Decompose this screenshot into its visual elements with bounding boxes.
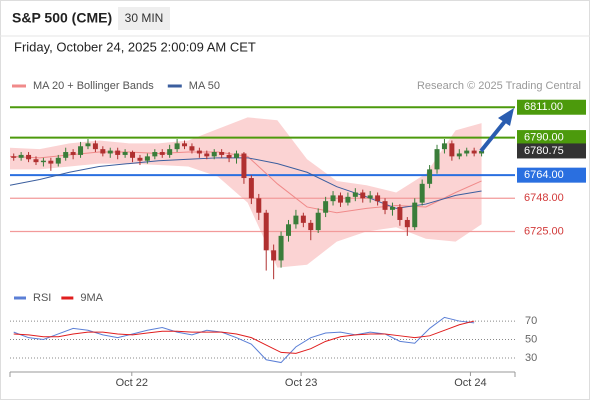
candle-body — [285, 224, 291, 236]
interval: 30 MIN — [125, 11, 164, 25]
candle-body — [382, 201, 388, 210]
last-price: 6780.75 — [524, 145, 564, 157]
candle-body — [115, 150, 121, 155]
y-tick-label: 50 — [525, 333, 537, 345]
candle-body — [63, 152, 69, 158]
candle-body — [300, 215, 306, 223]
series-line — [13, 316, 475, 364]
interval-box — [118, 7, 170, 30]
level-label: 6725.00 — [524, 225, 564, 237]
candle-body — [293, 215, 299, 225]
candle-body — [219, 152, 225, 155]
level-label: 6811.00 — [524, 101, 563, 113]
candle-body — [196, 150, 202, 154]
candle-body — [278, 235, 284, 261]
level-tag — [517, 130, 586, 146]
candle-body — [241, 153, 247, 179]
candle-body — [345, 196, 351, 203]
candle-body — [33, 159, 39, 163]
candle-body — [144, 156, 150, 161]
candle-body — [271, 250, 277, 261]
forecast-arrow — [479, 118, 508, 153]
forecast-arrowhead — [498, 108, 514, 126]
candle-body — [40, 160, 46, 163]
candle-body — [315, 212, 321, 231]
x-tick-label: Oct 24 — [454, 377, 486, 389]
indicator-line — [9, 151, 482, 214]
series-line — [13, 320, 475, 354]
candle-body — [174, 143, 180, 150]
level-label: 6748.00 — [524, 192, 564, 204]
candle-body — [234, 153, 240, 158]
candle-body — [122, 152, 128, 155]
candle-body — [92, 143, 98, 150]
candle-body — [167, 149, 173, 155]
candle-body — [479, 150, 485, 154]
legend-label: MA 50 — [189, 80, 220, 92]
candle-body — [352, 192, 358, 197]
y-tick-label: 30 — [525, 352, 537, 364]
candle-body — [471, 150, 477, 154]
candle-body — [130, 152, 136, 158]
candle-body — [159, 152, 165, 155]
candle-body — [107, 150, 113, 154]
candle-body — [78, 146, 84, 155]
y-tick-label: 70 — [525, 315, 537, 327]
candle-body — [367, 195, 373, 199]
legend-label: MA 20 + Bollinger Bands — [33, 80, 154, 92]
candle-body — [397, 206, 403, 220]
candle-body — [226, 154, 232, 158]
candle-body — [427, 169, 433, 184]
candle-body — [337, 195, 343, 203]
candle-body — [11, 156, 17, 158]
level-tag — [517, 99, 586, 115]
candle-body — [55, 157, 61, 164]
candle-body — [404, 219, 410, 228]
candle-body — [211, 152, 217, 157]
candle-body — [256, 198, 262, 213]
legend-label: 9MA — [80, 292, 103, 304]
candle-body — [152, 152, 158, 157]
candle-body — [412, 202, 418, 228]
candle-body — [85, 143, 91, 147]
title: S&P 500 (CME) — [12, 10, 112, 26]
candle-body — [263, 212, 269, 251]
candle-body — [375, 195, 381, 202]
candle-body — [137, 157, 143, 161]
last-price-tag — [517, 143, 586, 159]
candle-body — [434, 149, 440, 170]
candle-body — [18, 154, 24, 158]
credit: Research © 2025 Trading Central — [417, 80, 581, 92]
candle-body — [360, 192, 366, 199]
level-label: 6764.00 — [524, 169, 564, 181]
level-tag — [517, 167, 586, 183]
candle-body — [419, 183, 425, 203]
candle-body — [330, 195, 336, 202]
candle-body — [26, 154, 32, 160]
candle-body — [323, 201, 329, 213]
x-tick-label: Oct 22 — [116, 377, 148, 389]
candle-body — [189, 146, 195, 151]
candle-body — [456, 153, 462, 157]
candle-body — [70, 152, 76, 155]
candle-body — [464, 150, 470, 154]
candle-body — [308, 222, 314, 231]
candle-body — [389, 206, 395, 210]
candle-body — [204, 153, 210, 157]
level-label: 6790.00 — [524, 131, 564, 143]
bollinger-band — [10, 117, 482, 268]
candle-body — [182, 143, 188, 147]
candle-body — [441, 143, 447, 150]
candle-body — [48, 160, 54, 164]
legend-label: RSI — [33, 292, 51, 304]
candle-body — [248, 178, 254, 199]
x-tick-label: Oct 23 — [285, 377, 317, 389]
timestamp: Friday, October 24, 2025 2:00:09 AM CET — [14, 39, 256, 54]
candle-body — [100, 149, 106, 154]
indicator-line — [9, 157, 482, 209]
candle-body — [449, 143, 455, 157]
